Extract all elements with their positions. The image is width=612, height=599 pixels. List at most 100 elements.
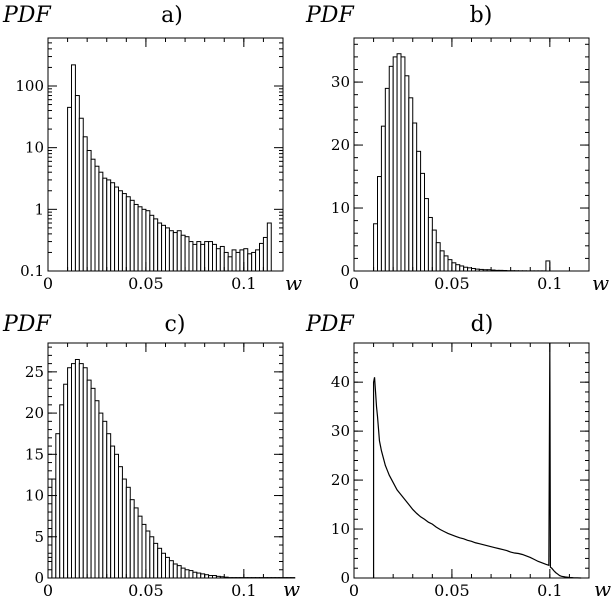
panel-a-bar <box>262 236 268 272</box>
panel-b-bar <box>373 223 378 272</box>
panel-c-bar <box>63 383 69 579</box>
panel-c-bar <box>184 569 190 579</box>
panel-b-bar <box>455 264 461 272</box>
panel-a-bar <box>161 224 167 272</box>
panel-b-bar <box>451 262 457 272</box>
panel-d-curve <box>372 342 582 579</box>
panel-c-ytick-label: 10 <box>25 487 44 505</box>
panel-c-bar <box>74 358 80 579</box>
panel-c-bar <box>110 445 116 579</box>
panel-a-bar <box>172 232 178 272</box>
panel-a-bar <box>129 199 135 272</box>
panel-a-bar <box>231 249 237 272</box>
panel-b: PDF b) w 0 0.05 0.1 0 10 20 30 <box>305 3 609 295</box>
panel-c-ytick-label: 25 <box>25 363 44 381</box>
panel-b-bar <box>443 255 449 272</box>
panel-b-ylabel: PDF <box>305 3 354 28</box>
panel-a-bar <box>219 245 225 272</box>
panel-a-label: a) <box>161 3 183 28</box>
panel-b-bar <box>380 125 386 272</box>
panel-b-xtick-label: 0.05 <box>434 274 470 293</box>
panel-a-bar <box>165 227 170 272</box>
panel-a-bar <box>98 171 104 272</box>
panel-a-bar <box>196 241 202 272</box>
panel-b-xtick-label: 0 <box>349 274 359 293</box>
panel-a-bar <box>255 249 261 272</box>
panel-d-ylabel: PDF <box>305 312 354 337</box>
panel-b-bar <box>439 250 445 272</box>
panel-c-bar <box>157 547 163 579</box>
panel-c-bar <box>153 542 159 579</box>
panel-a-ytick-label: 10 <box>25 139 44 157</box>
panel-b-bar <box>408 97 414 272</box>
panel-a: PDF a) w 0 0.05 0.1 0.1 1 10 100 <box>2 3 302 295</box>
panel-a-bar <box>239 249 245 272</box>
panel-c-ytick-label: 5 <box>34 528 44 546</box>
panel-b-bar <box>431 229 437 272</box>
panel-a-bar <box>86 149 92 272</box>
panel-b-bar <box>400 56 406 272</box>
panel-a-bar <box>243 248 249 272</box>
panel-c-ytick-label: 0 <box>34 569 44 587</box>
panel-c-bar <box>200 573 206 579</box>
panel-a-ytick-label: 0.1 <box>20 262 44 280</box>
panel-c-bar <box>106 433 112 579</box>
panel-a-bar <box>133 203 139 272</box>
panel-c-bar <box>59 404 65 579</box>
panel-c-xtick-label: 0 <box>43 581 53 599</box>
panel-c-bar <box>129 499 135 579</box>
panel-d-xlabel: w <box>594 577 611 599</box>
panel-d-ytick-label: 20 <box>331 471 350 489</box>
panel-a-bar <box>125 196 131 272</box>
panel-b-bar <box>404 75 410 272</box>
panel-c-bar <box>196 572 202 579</box>
panel-c-bar <box>51 478 57 579</box>
panel-b-bar <box>427 216 433 272</box>
panel-b-ytick-label: 20 <box>331 136 350 154</box>
panel-b-bar <box>435 242 441 272</box>
panel-a-bar <box>223 251 229 272</box>
panel-d-xtick-label: 0 <box>349 581 359 599</box>
panel-a-xtick-label: 0 <box>43 274 53 293</box>
panel-b-bar <box>396 53 402 272</box>
panel-a-bar <box>251 251 257 272</box>
panel-b-bar <box>377 176 382 272</box>
panel-a-bar <box>114 186 120 272</box>
panel-a-bar <box>141 208 147 272</box>
panel-a-bar <box>110 182 116 272</box>
panel-a-bar <box>74 95 80 272</box>
panel-a-bar <box>94 165 100 272</box>
panel-b-bar <box>416 150 422 272</box>
panel-c-bar <box>98 412 104 579</box>
panel-a-bar <box>153 218 159 272</box>
panel-c-bar <box>86 379 92 579</box>
panel-c-ylabel: PDF <box>2 312 51 337</box>
panel-b-bar <box>384 87 390 272</box>
panel-a-bar <box>78 117 84 272</box>
panel-a-bar <box>90 158 96 272</box>
panel-c-xlabel: w <box>283 577 300 599</box>
panel-c-bar <box>145 530 151 579</box>
panel-a-bar <box>106 179 112 272</box>
panel-c-bar <box>149 536 155 579</box>
panel-b-bar <box>424 198 429 272</box>
panel-c-bar <box>78 363 84 579</box>
panel-c-bar <box>71 363 76 579</box>
panel-c-bar <box>141 523 147 579</box>
panel-c-ytick-label: 15 <box>25 445 44 463</box>
panel-c-bar <box>82 367 88 579</box>
panel-a-bar <box>184 236 190 272</box>
panel-c-bar <box>137 515 143 579</box>
panel-a-bar <box>168 230 174 272</box>
panel-b-bar <box>392 56 398 272</box>
panel-a-bar <box>149 214 155 272</box>
panel-d: PDF d) w 0 0.05 0.1 0 10 20 30 40 <box>305 312 611 599</box>
panel-b-label: b) <box>470 3 493 28</box>
panel-d-ytick-label: 10 <box>331 520 350 538</box>
panel-c-bar <box>161 552 167 579</box>
panel-a-bar <box>145 210 151 272</box>
panel-a-bar <box>235 251 241 272</box>
panel-a-bar <box>247 253 253 272</box>
panel-a-bar <box>192 243 198 272</box>
panel-c-xtick-label: 0.05 <box>128 581 164 599</box>
